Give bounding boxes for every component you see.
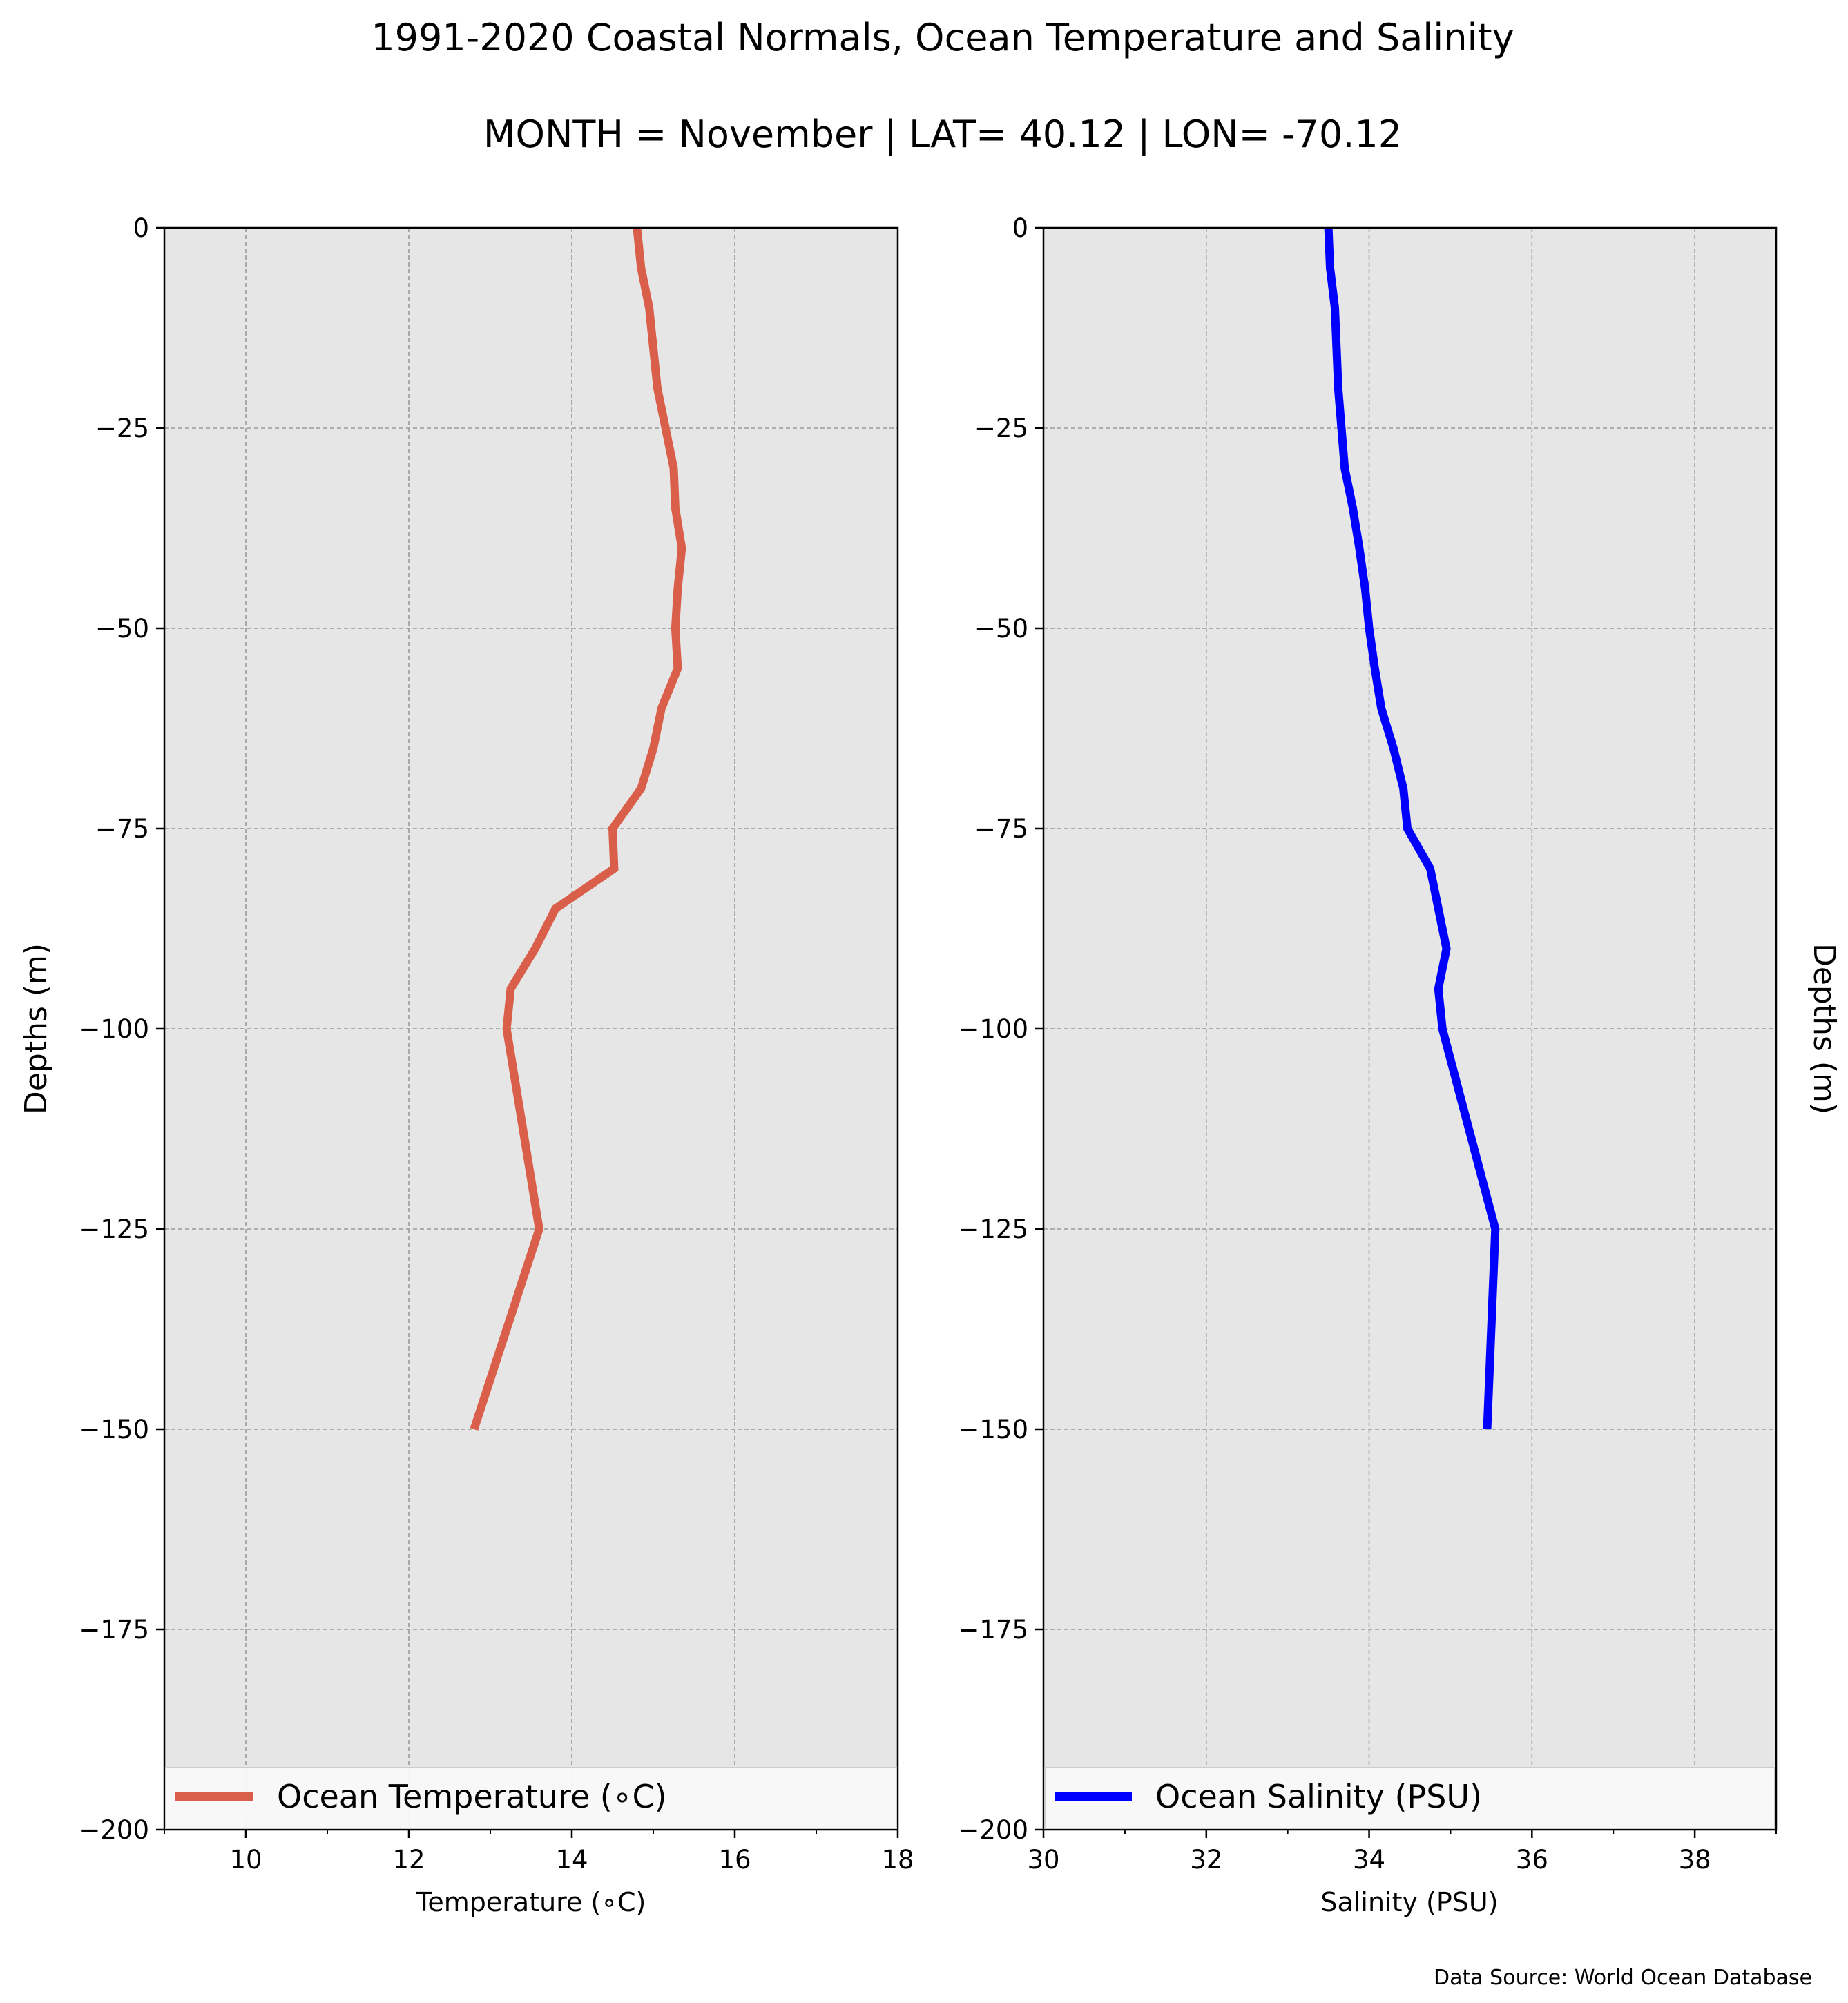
temperature-legend-label: Ocean Temperature (∘C) bbox=[277, 1778, 667, 1815]
temperature-y-tick-label: 0 bbox=[133, 213, 149, 243]
temperature-y-tick-label: −75 bbox=[95, 814, 149, 844]
salinity-y-tick-label: −100 bbox=[958, 1014, 1028, 1044]
salinity-x-tick-label: 38 bbox=[1679, 1845, 1711, 1875]
salinity-legend: Ocean Salinity (PSU) bbox=[1044, 1767, 1775, 1829]
temperature-x-tick-label: 12 bbox=[392, 1845, 425, 1875]
temperature-y-tick-label: −200 bbox=[79, 1815, 149, 1845]
salinity-x-tick-label: 36 bbox=[1516, 1845, 1548, 1875]
salinity-y-tick-label: −175 bbox=[958, 1615, 1028, 1645]
salinity-x-tick-label: 30 bbox=[1027, 1845, 1059, 1875]
temperature-gridlines bbox=[164, 228, 898, 1830]
temperature-x-tick-label: 10 bbox=[229, 1845, 262, 1875]
temperature-series-line bbox=[470, 227, 686, 1431]
temperature-legend-box bbox=[165, 1767, 897, 1829]
salinity-profile bbox=[1324, 227, 1500, 1430]
salinity-y-axis-label: Depths (m) bbox=[1807, 943, 1842, 1114]
salinity-legend-label: Ocean Salinity (PSU) bbox=[1155, 1778, 1482, 1815]
temperature-legend: Ocean Temperature (∘C) bbox=[165, 1767, 897, 1829]
temperature-ticks: 10 12 14 16 18 0 −25 −50 −75 −100 −125 −150 −175 −200 bbox=[79, 213, 914, 1875]
salinity-y-tick-label: −200 bbox=[958, 1815, 1028, 1845]
temperature-x-axis-label: Temperature (∘C) bbox=[416, 1887, 646, 1917]
salinity-y-tick-label: −25 bbox=[974, 414, 1028, 443]
salinity-series-line bbox=[1324, 227, 1500, 1430]
temperature-y-tick-label: −175 bbox=[79, 1615, 149, 1645]
salinity-y-tick-label: 0 bbox=[1012, 213, 1028, 243]
temperature-x-tick-label: 16 bbox=[718, 1845, 751, 1875]
salinity-x-tick-label: 32 bbox=[1190, 1845, 1222, 1875]
figure-title: 1991-2020 Coastal Normals, Ocean Tempera… bbox=[371, 16, 1514, 59]
temperature-y-tick-label: −50 bbox=[95, 614, 149, 644]
temperature-y-axis-label: Depths (m) bbox=[19, 943, 54, 1114]
temperature-panel: 10 12 14 16 18 0 −25 −50 −75 −100 −125 −150 −175 −200… bbox=[19, 213, 914, 1917]
temperature-x-tick-label: 14 bbox=[555, 1845, 588, 1875]
salinity-y-tick-label: −150 bbox=[958, 1415, 1028, 1444]
temperature-y-tick-label: −125 bbox=[79, 1215, 149, 1244]
salinity-gridlines bbox=[1043, 228, 1776, 1830]
temperature-y-tick-label: −150 bbox=[79, 1415, 149, 1444]
salinity-x-tick-label: 34 bbox=[1353, 1845, 1385, 1875]
temperature-x-tick-label: 18 bbox=[881, 1845, 914, 1875]
salinity-y-tick-label: −50 bbox=[974, 614, 1028, 644]
salinity-legend-box bbox=[1044, 1767, 1775, 1829]
salinity-y-tick-label: −125 bbox=[958, 1215, 1028, 1244]
temperature-y-tick-label: −25 bbox=[95, 414, 149, 443]
salinity-y-tick-label: −75 bbox=[974, 814, 1028, 844]
salinity-ticks: 30 32 34 36 38 0 −25 −50 −75 −100 −125 −150 −175 −200 bbox=[958, 213, 1777, 1875]
figure-subtitle: MONTH = November | LAT= 40.12 | LON= -70… bbox=[483, 113, 1402, 156]
data-source-note: Data Source: World Ocean Database bbox=[1434, 1966, 1812, 1990]
temperature-y-tick-label: −100 bbox=[79, 1014, 149, 1044]
temperature-profile bbox=[470, 227, 686, 1431]
salinity-panel: 30 32 34 36 38 0 −25 −50 −75 −100 −125 −150 −175 −200… bbox=[958, 213, 1842, 1917]
salinity-x-axis-label: Salinity (PSU) bbox=[1320, 1887, 1498, 1917]
